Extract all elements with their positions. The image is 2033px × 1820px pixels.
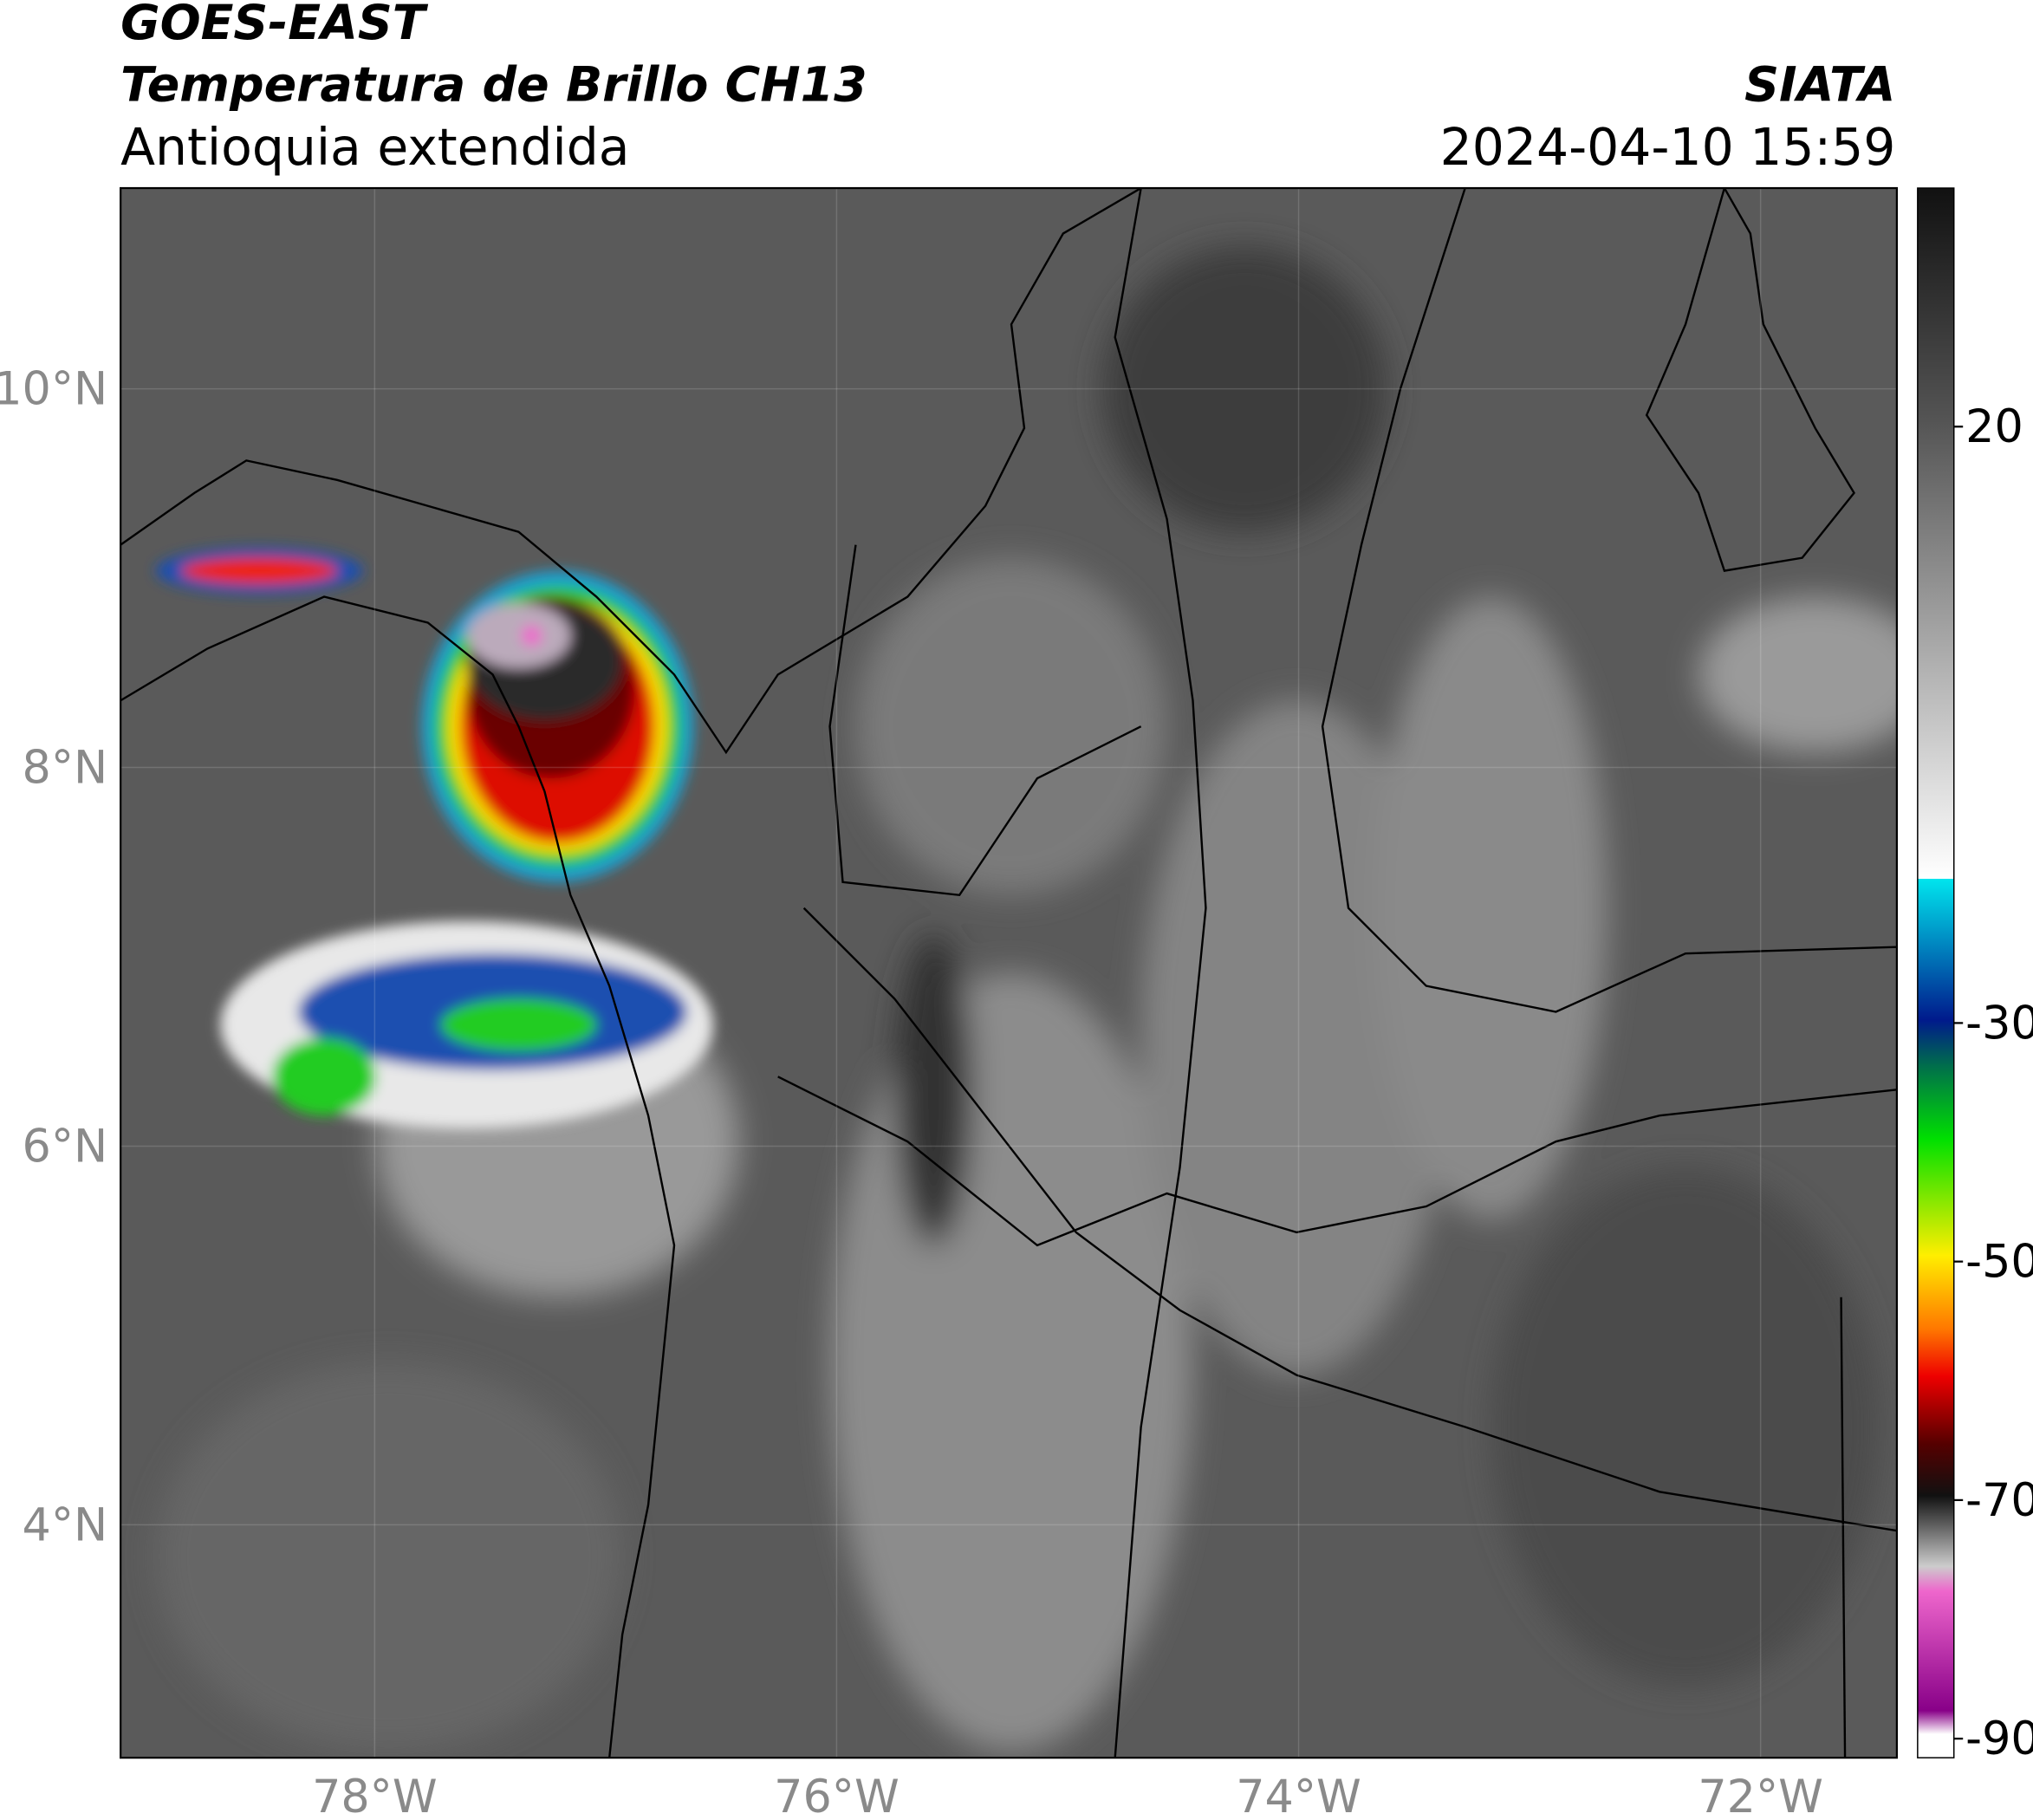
x-tick-label: 78°W	[312, 1771, 438, 1820]
y-tick-label: 6°N	[23, 1120, 108, 1173]
colorbar-tick-label: -90	[1965, 1713, 2033, 1765]
colorbar-tick-label: -50	[1965, 1236, 2033, 1289]
subtitle: Temperatura de Brillo CH13	[120, 58, 867, 114]
map-frame	[120, 186, 1899, 1759]
map	[120, 188, 1897, 1758]
y-tick-label: 10°N	[0, 363, 107, 416]
region: Antioquia extendida	[120, 118, 629, 177]
colorbar-tick-label: 20	[1965, 400, 2023, 453]
x-tick-label: 74°W	[1236, 1771, 1361, 1820]
title: GOES-EAST	[120, 0, 429, 51]
cloud-field	[155, 547, 713, 1129]
y-tick-label: 8°N	[23, 742, 108, 795]
colorbar-tick-label: -30	[1965, 997, 2033, 1050]
borders	[120, 188, 1897, 1758]
y-tick-label: 4°N	[23, 1498, 108, 1551]
timestamp: 2024-04-10 15:59	[1440, 118, 1896, 177]
x-tick-label: 76°W	[774, 1771, 900, 1820]
colorbar	[1917, 187, 1955, 1758]
x-tick-label: 72°W	[1698, 1771, 1823, 1820]
source: SIATA	[1744, 58, 1895, 114]
colorbar-tick-label: -70	[1965, 1474, 2033, 1527]
